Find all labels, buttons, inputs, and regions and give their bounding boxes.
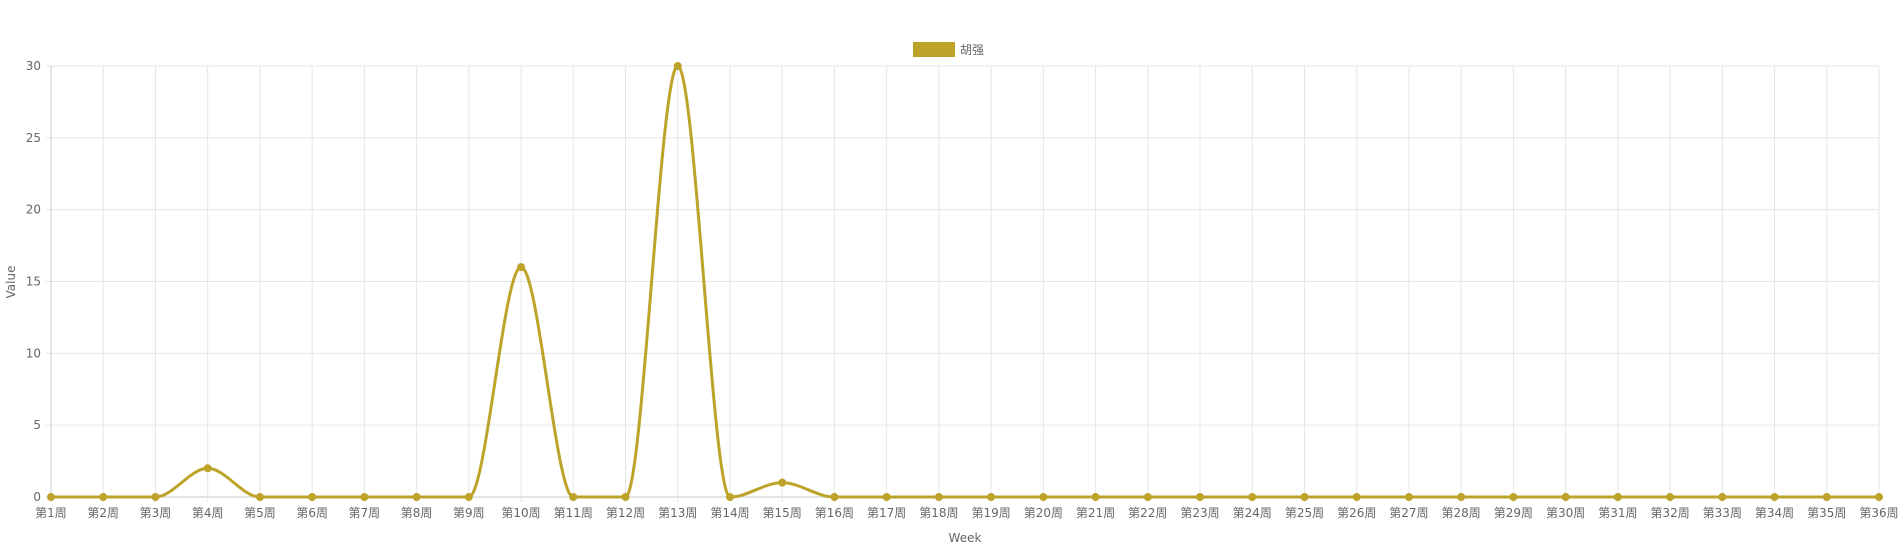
data-point[interactable] <box>1875 493 1883 501</box>
x-tick-label: 第4周 <box>192 506 224 520</box>
y-tick-label: 20 <box>26 203 41 217</box>
legend-swatch[interactable] <box>913 42 955 57</box>
data-point[interactable] <box>1404 493 1413 501</box>
x-tick-label: 第19周 <box>971 506 1010 520</box>
y-tick-label: 0 <box>33 490 41 504</box>
data-point[interactable] <box>1352 493 1361 501</box>
x-tick-label: 第16周 <box>815 506 854 520</box>
x-tick-label: 第2周 <box>87 506 119 520</box>
x-axis-title: Week <box>949 531 982 545</box>
data-point[interactable] <box>1822 493 1831 501</box>
data-point[interactable] <box>830 493 839 501</box>
x-tick-label: 第11周 <box>554 506 593 520</box>
x-tick-label: 第31周 <box>1598 506 1637 520</box>
data-point[interactable] <box>934 493 943 501</box>
data-point[interactable] <box>99 493 108 501</box>
x-tick-label: 第7周 <box>349 506 381 520</box>
grid <box>46 65 1880 502</box>
data-point[interactable] <box>203 464 212 473</box>
y-axis-title: Value <box>4 266 18 299</box>
x-tick-label: 第28周 <box>1442 506 1481 520</box>
legend[interactable]: 胡强 <box>913 42 984 57</box>
data-point[interactable] <box>621 493 630 501</box>
x-tick-label: 第13周 <box>658 506 697 520</box>
data-point[interactable] <box>308 493 317 501</box>
data-point[interactable] <box>569 493 578 501</box>
y-tick-label: 30 <box>26 59 41 73</box>
data-point[interactable] <box>151 493 160 501</box>
data-point[interactable] <box>1143 493 1152 501</box>
x-tick-label: 第23周 <box>1180 506 1219 520</box>
x-tick-label: 第8周 <box>401 506 433 520</box>
x-tick-label: 第3周 <box>140 506 172 520</box>
data-point[interactable] <box>1613 493 1622 501</box>
data-point[interactable] <box>1509 493 1518 501</box>
data-point[interactable] <box>1196 493 1205 501</box>
data-point[interactable] <box>1091 493 1100 501</box>
data-point[interactable] <box>1300 493 1309 501</box>
x-tick-label: 第25周 <box>1285 506 1324 520</box>
y-tick-label: 25 <box>26 131 41 145</box>
x-tick-label: 第27周 <box>1389 506 1428 520</box>
data-point[interactable] <box>1770 493 1779 501</box>
data-point[interactable] <box>1457 493 1466 501</box>
x-tick-label: 第17周 <box>867 506 906 520</box>
data-point[interactable] <box>47 493 55 501</box>
data-point[interactable] <box>1666 493 1675 501</box>
y-tick-label: 5 <box>33 418 41 432</box>
x-tick-label: 第32周 <box>1650 506 1689 520</box>
data-point[interactable] <box>360 493 369 501</box>
data-point[interactable] <box>464 493 473 501</box>
x-tick-label: 第6周 <box>296 506 328 520</box>
data-point[interactable] <box>987 493 996 501</box>
x-tick-label: 第14周 <box>710 506 749 520</box>
data-point[interactable] <box>882 493 891 501</box>
data-point[interactable] <box>725 493 734 501</box>
data-point[interactable] <box>517 263 526 272</box>
data-point[interactable] <box>673 62 682 70</box>
x-tick-label: 第21周 <box>1076 506 1115 520</box>
y-axis-ticks: 0 5 10 15 20 25 30 <box>26 59 41 504</box>
x-axis-ticks: 第1周 第2周 第3周 第4周 第5周 第6周 第7周 第8周 第9周 第10周 第11周 第12周第… <box>35 506 1898 520</box>
data-point[interactable] <box>1561 493 1570 501</box>
x-tick-label: 第20周 <box>1024 506 1063 520</box>
data-point[interactable] <box>1248 493 1257 501</box>
x-tick-label: 第35周 <box>1807 506 1846 520</box>
x-tick-label: 第5周 <box>244 506 276 520</box>
x-tick-label: 第26周 <box>1337 506 1376 520</box>
series <box>47 62 1883 501</box>
x-tick-label: 第24周 <box>1233 506 1272 520</box>
legend-label[interactable]: 胡强 <box>960 43 984 57</box>
x-tick-label: 第15周 <box>763 506 802 520</box>
x-tick-label: 第30周 <box>1546 506 1585 520</box>
x-tick-label: 第1周 <box>35 506 67 520</box>
x-tick-label: 第18周 <box>919 506 958 520</box>
data-point[interactable] <box>1718 493 1727 501</box>
x-tick-label: 第9周 <box>453 506 485 520</box>
data-point[interactable] <box>412 493 421 501</box>
x-tick-label: 第10周 <box>501 506 540 520</box>
x-tick-label: 第12周 <box>606 506 645 520</box>
x-tick-label: 第34周 <box>1755 506 1794 520</box>
x-tick-label: 第36周 <box>1859 506 1898 520</box>
data-point[interactable] <box>255 493 264 501</box>
data-point[interactable] <box>778 478 787 487</box>
x-tick-label: 第33周 <box>1703 506 1742 520</box>
x-tick-label: 第22周 <box>1128 506 1167 520</box>
x-tick-label: 第29周 <box>1494 506 1533 520</box>
y-tick-label: 15 <box>26 275 41 289</box>
y-tick-label: 10 <box>26 346 41 360</box>
data-point[interactable] <box>1039 493 1048 501</box>
